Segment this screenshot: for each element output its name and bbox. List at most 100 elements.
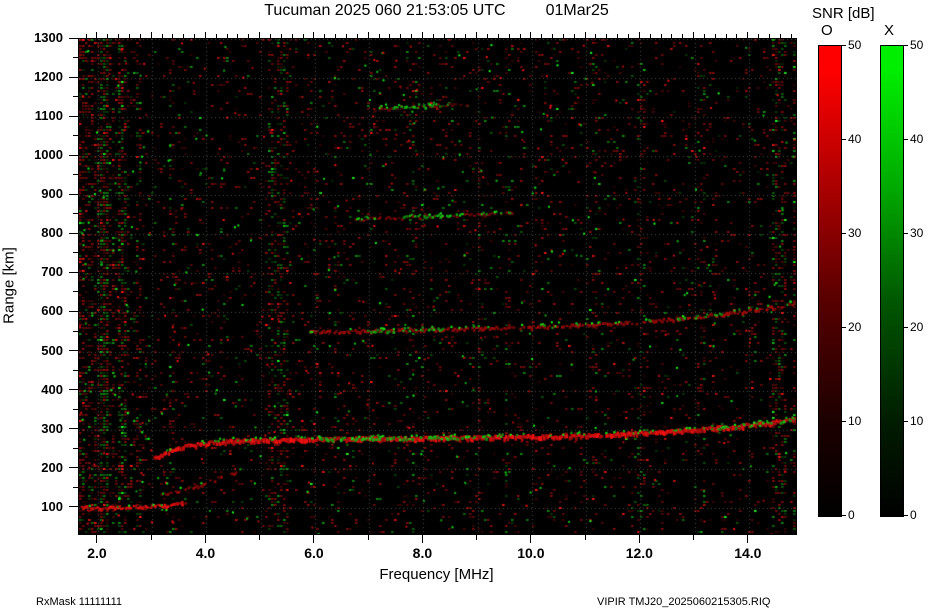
title-station-time: Tucuman 2025 060 21:53:05 UTC bbox=[264, 2, 505, 19]
x-minor-tick bbox=[693, 535, 694, 540]
top-freq-tick bbox=[335, 34, 336, 38]
colorbar-o-tick-label: 10 bbox=[848, 414, 874, 428]
colorbar-o-label: O bbox=[821, 22, 833, 39]
x-axis-label: Frequency [MHz] bbox=[78, 566, 795, 583]
y-minor-tick bbox=[73, 487, 78, 488]
top-freq-tick bbox=[292, 34, 293, 38]
top-freq-tick bbox=[541, 34, 542, 38]
top-freq-tick bbox=[682, 34, 683, 38]
top-freq-tick bbox=[281, 34, 282, 38]
top-freq-tick bbox=[433, 34, 434, 38]
colorbar-o-gradient bbox=[818, 45, 842, 517]
colorbar-x-tick-label: 40 bbox=[910, 132, 932, 146]
top-freq-tick bbox=[107, 34, 108, 38]
y-major-tick bbox=[69, 116, 78, 117]
x-major-tick bbox=[747, 535, 748, 543]
colorbar-o-tick-label: 40 bbox=[848, 132, 874, 146]
y-tick-label: 900 bbox=[23, 186, 63, 202]
colorbar-o-tick-label: 0 bbox=[848, 508, 874, 522]
y-minor-tick bbox=[73, 57, 78, 58]
top-freq-tick bbox=[606, 34, 607, 38]
y-major-tick bbox=[69, 155, 78, 156]
colorbar-title: SNR [dB] bbox=[812, 5, 875, 22]
top-freq-tick bbox=[617, 34, 618, 38]
top-freq-tick bbox=[216, 34, 217, 38]
colorbar-x-tick bbox=[904, 421, 908, 422]
y-major-tick bbox=[69, 38, 78, 39]
x-major-tick bbox=[96, 535, 97, 543]
top-freq-tick bbox=[693, 32, 694, 38]
top-freq-tick bbox=[509, 34, 510, 38]
colorbar-x-tick-label: 0 bbox=[910, 508, 932, 522]
top-freq-tick bbox=[628, 34, 629, 38]
y-tick-label: 500 bbox=[23, 343, 63, 359]
top-freq-tick bbox=[96, 32, 97, 38]
colorbar-x-label: X bbox=[884, 22, 894, 39]
x-tick-label: 10.0 bbox=[509, 545, 553, 561]
top-freq-tick bbox=[661, 34, 662, 38]
y-major-tick bbox=[69, 389, 78, 390]
x-major-tick bbox=[530, 535, 531, 543]
ionogram-heatmap bbox=[78, 38, 797, 535]
y-minor-tick bbox=[73, 409, 78, 410]
top-freq-tick bbox=[205, 32, 206, 38]
y-major-tick bbox=[69, 506, 78, 507]
top-freq-tick bbox=[313, 32, 314, 38]
top-freq-tick bbox=[151, 32, 152, 38]
top-freq-tick bbox=[227, 34, 228, 38]
y-tick-label: 800 bbox=[23, 225, 63, 241]
top-freq-tick bbox=[780, 34, 781, 38]
colorbar-o-tick bbox=[842, 45, 846, 46]
top-freq-tick bbox=[237, 34, 238, 38]
x-minor-tick bbox=[259, 535, 260, 540]
x-major-tick bbox=[313, 535, 314, 543]
x-tick-label: 12.0 bbox=[617, 545, 661, 561]
colorbar-o-tick-label: 20 bbox=[848, 320, 874, 334]
colorbar-x-gradient bbox=[880, 45, 904, 517]
colorbar-x-tick-label: 30 bbox=[910, 226, 932, 240]
top-freq-tick bbox=[530, 32, 531, 38]
y-minor-tick bbox=[73, 291, 78, 292]
y-minor-tick bbox=[73, 331, 78, 332]
top-freq-tick bbox=[791, 34, 792, 38]
y-minor-tick bbox=[73, 213, 78, 214]
top-freq-tick bbox=[498, 34, 499, 38]
x-tick-label: 14.0 bbox=[726, 545, 770, 561]
x-tick-label: 4.0 bbox=[183, 545, 227, 561]
colorbar-o-tick bbox=[842, 515, 846, 516]
x-minor-tick bbox=[368, 535, 369, 540]
top-freq-tick bbox=[639, 32, 640, 38]
x-tick-label: 8.0 bbox=[400, 545, 444, 561]
x-minor-tick bbox=[585, 535, 586, 540]
x-major-tick bbox=[639, 535, 640, 543]
top-freq-tick bbox=[487, 34, 488, 38]
top-freq-tick bbox=[303, 34, 304, 38]
top-freq-tick bbox=[769, 34, 770, 38]
x-major-tick bbox=[205, 535, 206, 543]
top-freq-tick bbox=[172, 34, 173, 38]
top-freq-tick bbox=[140, 34, 141, 38]
top-freq-tick bbox=[270, 34, 271, 38]
top-freq-tick bbox=[671, 34, 672, 38]
top-freq-tick bbox=[552, 34, 553, 38]
top-freq-tick bbox=[704, 34, 705, 38]
colorbar-x-tick bbox=[904, 327, 908, 328]
ionogram-screen: Tucuman 2025 060 21:53:05 UTC 01Mar25 Ran… bbox=[0, 0, 932, 614]
top-freq-tick bbox=[422, 32, 423, 38]
top-freq-tick bbox=[520, 34, 521, 38]
top-freq-tick bbox=[411, 34, 412, 38]
y-minor-tick bbox=[73, 252, 78, 253]
y-minor-tick bbox=[73, 135, 78, 136]
colorbar-o-tick bbox=[842, 139, 846, 140]
top-freq-tick bbox=[183, 34, 184, 38]
y-tick-label: 1300 bbox=[23, 30, 63, 46]
top-freq-tick bbox=[118, 34, 119, 38]
y-major-tick bbox=[69, 77, 78, 78]
top-freq-tick bbox=[747, 32, 748, 38]
top-freq-tick bbox=[444, 34, 445, 38]
y-major-tick bbox=[69, 428, 78, 429]
top-freq-tick bbox=[465, 34, 466, 38]
top-freq-tick bbox=[563, 34, 564, 38]
top-freq-tick bbox=[368, 32, 369, 38]
top-freq-tick bbox=[162, 34, 163, 38]
